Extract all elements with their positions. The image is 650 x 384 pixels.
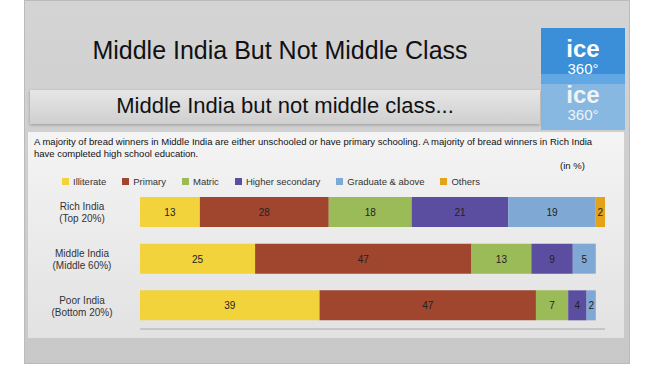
html-text:Middle India but not middle cl: Middle India but not middle class...: [116, 93, 454, 118]
svg-text:13: 13: [164, 207, 176, 218]
html-text:360°: 360°: [567, 59, 599, 77]
svg-text:5: 5: [582, 254, 588, 265]
svg-text:Rich India(Top 20%): Rich India(Top 20%): [59, 201, 105, 224]
svg-text:4: 4: [575, 300, 581, 311]
svg-text:9: 9: [549, 254, 555, 265]
html-text:Primary: Primary: [133, 176, 166, 187]
svg-text:7: 7: [549, 300, 555, 311]
svg-text:2: 2: [588, 300, 594, 311]
svg-text:Middle India(Middle 60%): Middle India(Middle 60%): [53, 248, 112, 271]
svg-text:25: 25: [192, 254, 204, 265]
html-text:Graduate & above: Graduate & above: [347, 176, 425, 187]
html-text:ice: ice: [566, 34, 600, 62]
html-text:ice: ice: [566, 80, 600, 108]
html-text:Illiterate: Illiterate: [73, 176, 107, 187]
html-text:A majority of bread winners in: A majority of bread winners in Middle In…: [34, 136, 593, 159]
svg-text:2: 2: [598, 207, 604, 218]
svg-text:13: 13: [496, 254, 508, 265]
svg-text:18: 18: [365, 207, 377, 218]
svg-text:39: 39: [224, 300, 236, 311]
html-text:Others: Others: [451, 176, 480, 187]
html-text:(in %): (in %): [560, 160, 585, 171]
html-text:Matric: Matric: [193, 176, 219, 187]
html-text:360°: 360°: [567, 105, 599, 123]
svg-text:47: 47: [422, 300, 434, 311]
svg-text:28: 28: [259, 207, 271, 218]
html-text:Higher secondary: Higher secondary: [245, 176, 321, 187]
html-text:Middle India But Not Middle Cl: Middle India But Not Middle Class: [92, 36, 468, 64]
svg-text:Poor India(Bottom 20%): Poor India(Bottom 20%): [51, 295, 112, 318]
svg-text:19: 19: [546, 207, 558, 218]
svg-text:47: 47: [358, 254, 370, 265]
svg-text:21: 21: [454, 207, 466, 218]
